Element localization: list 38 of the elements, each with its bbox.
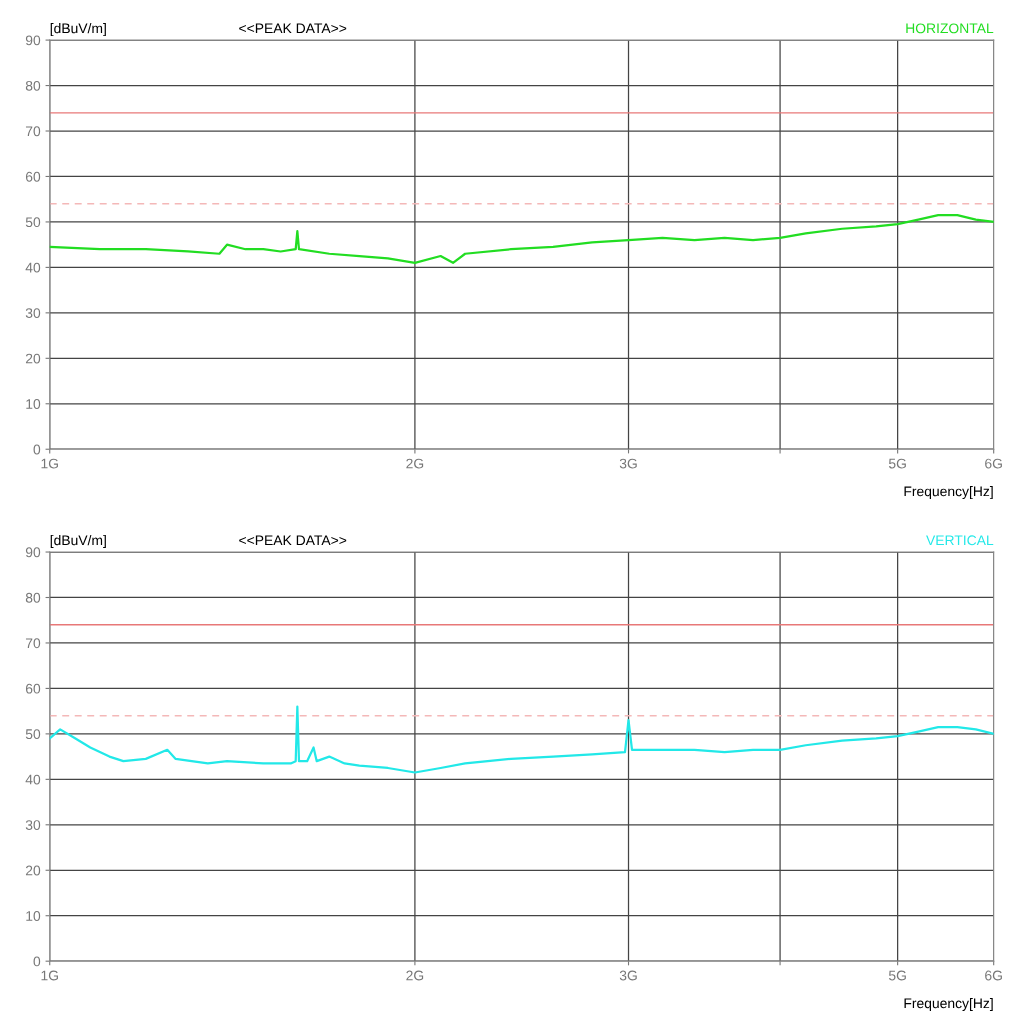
y-tick-label: 40	[25, 262, 41, 273]
x-tick-label: 5G	[888, 458, 906, 469]
y-tick-label: 90	[25, 547, 41, 558]
y-tick-label: 90	[25, 35, 41, 46]
x-tick-label: 1G	[41, 970, 58, 981]
y-tick-label: 60	[25, 683, 41, 694]
x-tick-label: 3G	[619, 970, 637, 981]
y-tick-label: 50	[25, 217, 41, 228]
chart-title: <<PEAK DATA>>	[239, 23, 347, 34]
y-tick-label: 80	[25, 592, 41, 603]
y-axis-title: [dBuV/m]	[50, 23, 106, 36]
text: HORIZONTAL	[906, 23, 994, 34]
y-tick-label: 50	[25, 729, 41, 740]
x-tick-label: 1G	[41, 458, 58, 469]
x-axis-title: Frequency[Hz]	[904, 998, 993, 1011]
y-tick-label: 30	[25, 308, 41, 319]
y-tick-label: 70	[25, 638, 41, 649]
y-tick-label: 70	[25, 126, 41, 137]
x-tick-label: 6G	[985, 458, 1002, 469]
y-tick-label: 0	[33, 444, 41, 455]
y-tick-label: 10	[26, 399, 41, 409]
x-tick-label: 6G	[985, 970, 1002, 981]
y-tick-label: 30	[25, 820, 41, 830]
y-tick-label: 20	[25, 865, 41, 876]
y-tick-label: 60	[25, 171, 41, 182]
x-tick-label: 2G	[406, 970, 424, 981]
y-tick-label: 10	[26, 911, 41, 921]
x-axis-title: Frequency[Hz]	[904, 486, 993, 500]
text: VERTICAL	[926, 535, 994, 546]
y-tick-label: 20	[25, 353, 41, 364]
chart-title: <<PEAK DATA>>	[239, 535, 347, 546]
y-tick-label: 40	[25, 774, 41, 785]
x-tick-label: 3G	[619, 458, 637, 469]
y-axis-title: [dBuV/m]	[50, 535, 106, 548]
x-tick-label: 5G	[888, 970, 906, 981]
y-tick-label: 0	[33, 956, 41, 967]
x-tick-label: 2G	[406, 458, 424, 469]
y-tick-label: 80	[25, 80, 41, 91]
